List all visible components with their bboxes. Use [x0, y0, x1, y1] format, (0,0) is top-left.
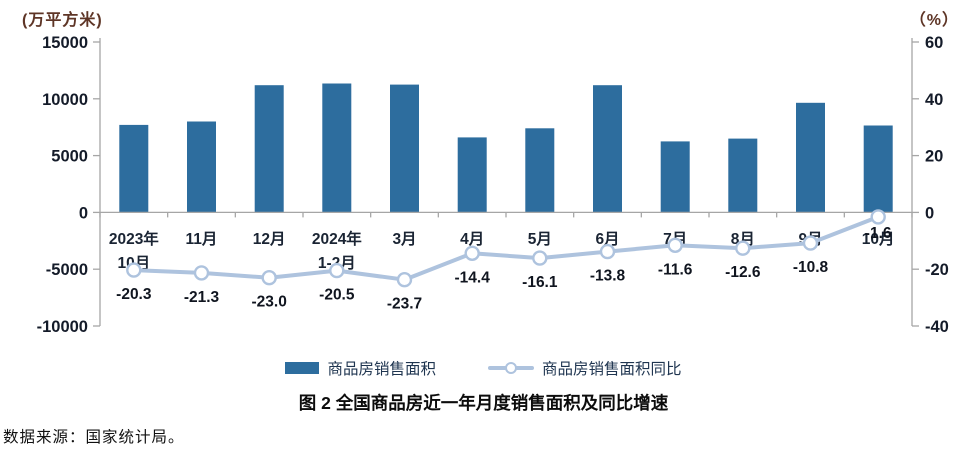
line-marker-icon [667, 237, 683, 254]
combo-chart: 15000 10000 5000 0 -5000 -10000 60 40 20 0 -20 -40 2… [37, 34, 949, 336]
bar [254, 85, 284, 213]
svg-text:-10000: -10000 [37, 318, 88, 336]
line-marker-icon [329, 262, 345, 279]
bar [457, 137, 487, 213]
bar [119, 124, 149, 213]
bar [390, 84, 419, 213]
chart-legend: 商品房销售面积 商品房销售面积同比 [0, 356, 967, 380]
svg-text:-5000: -5000 [46, 261, 88, 279]
line-marker-icon [532, 250, 548, 266]
line-marker-icon [261, 270, 277, 286]
svg-text:15000: 15000 [42, 34, 88, 52]
line-series-swatch-icon [488, 361, 534, 375]
svg-text:-12.6: -12.6 [725, 264, 761, 281]
line-marker-icon [802, 235, 819, 251]
legend-label: 商品房销售面积 [327, 361, 436, 378]
svg-text:40: 40 [925, 91, 943, 109]
svg-text:60: 60 [925, 34, 943, 52]
svg-text:2023年: 2023年 [109, 229, 159, 248]
line-marker-icon [193, 265, 210, 281]
legend-item-sales-area: 商品房销售面积 [285, 357, 436, 379]
bar [187, 121, 216, 213]
line-marker-icon [396, 272, 413, 288]
svg-text:-40: -40 [925, 318, 949, 336]
line-marker-icon [464, 245, 480, 262]
svg-text:-14.4: -14.4 [454, 269, 490, 286]
bar-series [119, 83, 893, 213]
line-marker-icon [735, 240, 751, 256]
svg-text:2024年: 2024年 [312, 229, 362, 248]
legend-item-yoy: 商品房销售面积同比 [488, 357, 682, 379]
svg-text:10月: 10月 [862, 230, 895, 248]
svg-text:-13.8: -13.8 [590, 268, 626, 285]
bar [728, 138, 758, 213]
legend-label: 商品房销售面积同比 [542, 361, 682, 378]
svg-text:0: 0 [925, 204, 934, 222]
right-axis-unit-label: （%） [909, 12, 959, 29]
bar-series-swatch-icon [285, 362, 320, 374]
svg-text:-20.5: -20.5 [319, 287, 355, 304]
line-marker-icon [599, 243, 616, 260]
svg-text:11月: 11月 [186, 230, 218, 248]
svg-text:-16.1: -16.1 [522, 274, 558, 291]
svg-text:0: 0 [79, 204, 88, 222]
data-source-note: 数据来源：国家统计局。 [3, 429, 185, 446]
left-axis-unit-label: (万平方米) [22, 12, 103, 29]
line-swatch-marker-icon [505, 362, 517, 374]
svg-text:-11.6: -11.6 [658, 261, 693, 278]
svg-text:-10.8: -10.8 [793, 259, 829, 276]
line-marker-icon [126, 262, 142, 278]
bar [863, 125, 893, 213]
svg-text:6月: 6月 [595, 230, 619, 248]
bar [525, 128, 555, 213]
svg-text:-20: -20 [925, 261, 949, 279]
svg-text:3月: 3月 [392, 230, 416, 248]
bar [322, 83, 352, 213]
line-data-labels: -20.3 -21.3 -23.0 -20.5 -23.7 -14.4 -16.1 -13.8… [116, 225, 892, 313]
svg-text:-20.3: -20.3 [116, 286, 152, 303]
line-series [126, 209, 886, 288]
chart-title: 图 2 全国商品房近一年月度销售面积及同比增速 [298, 393, 669, 413]
svg-text:12月: 12月 [253, 230, 286, 248]
svg-text:-1.6: -1.6 [865, 225, 892, 242]
svg-text:-21.3: -21.3 [184, 289, 220, 306]
svg-text:5月: 5月 [528, 230, 552, 248]
svg-text:20: 20 [925, 148, 943, 166]
svg-text:4月: 4月 [460, 230, 484, 248]
category-labels: 2023年10月11月12月2024年1-2月3月4月5月6月7月8月9月10月 [109, 229, 895, 272]
svg-text:10000: 10000 [42, 91, 88, 109]
svg-text:5000: 5000 [51, 148, 88, 166]
axis-tick-labels: 15000 10000 5000 0 -5000 -10000 60 40 20 0 -20 -40 [37, 34, 949, 336]
bar [796, 102, 825, 213]
axes [93, 38, 919, 327]
bar [593, 85, 622, 213]
bar [660, 141, 690, 213]
svg-text:-23.7: -23.7 [387, 296, 422, 313]
line-marker-icon [870, 209, 886, 225]
svg-text:-23.0: -23.0 [251, 294, 286, 311]
